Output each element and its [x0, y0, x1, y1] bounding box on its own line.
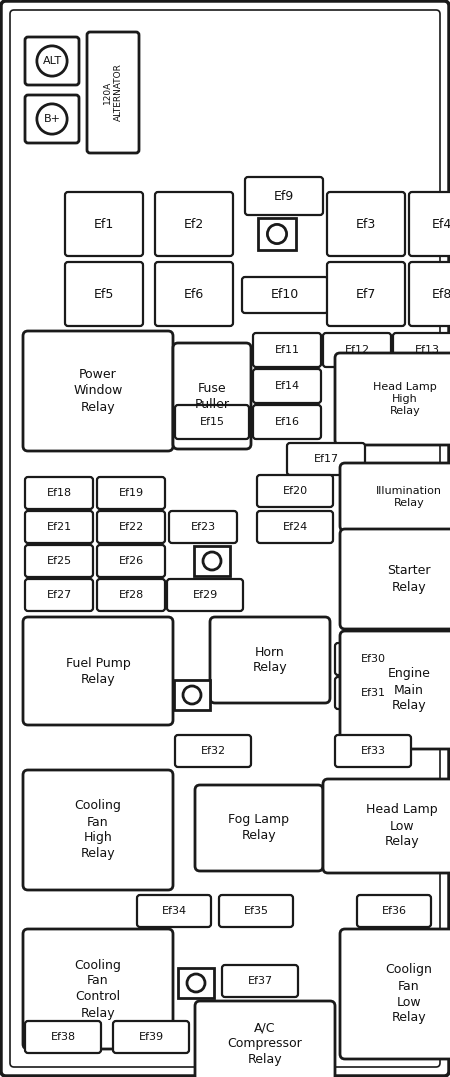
- FancyBboxPatch shape: [340, 631, 450, 749]
- FancyBboxPatch shape: [175, 405, 249, 439]
- FancyBboxPatch shape: [25, 477, 93, 509]
- Text: Coolign
Fan
Low
Relay: Coolign Fan Low Relay: [386, 964, 432, 1024]
- Text: Ef23: Ef23: [190, 522, 216, 532]
- FancyBboxPatch shape: [253, 333, 321, 367]
- Text: Ef6: Ef6: [184, 288, 204, 300]
- Text: Horn
Relay: Horn Relay: [253, 645, 287, 674]
- Text: Cooling
Fan
Control
Relay: Cooling Fan Control Relay: [75, 959, 122, 1020]
- Text: Ef35: Ef35: [243, 906, 269, 917]
- FancyBboxPatch shape: [25, 1021, 101, 1053]
- Text: Ef16: Ef16: [274, 417, 300, 426]
- FancyBboxPatch shape: [169, 510, 237, 543]
- FancyBboxPatch shape: [258, 218, 296, 250]
- FancyBboxPatch shape: [23, 770, 173, 890]
- FancyBboxPatch shape: [340, 529, 450, 629]
- Text: Ef25: Ef25: [46, 556, 72, 567]
- FancyBboxPatch shape: [194, 546, 230, 576]
- Circle shape: [183, 686, 201, 704]
- Circle shape: [187, 974, 205, 992]
- FancyBboxPatch shape: [65, 262, 143, 326]
- FancyBboxPatch shape: [195, 785, 323, 871]
- FancyBboxPatch shape: [219, 895, 293, 927]
- Text: Head Lamp
Low
Relay: Head Lamp Low Relay: [366, 803, 438, 849]
- Text: Ef18: Ef18: [46, 488, 72, 498]
- FancyBboxPatch shape: [65, 192, 143, 256]
- Text: Ef13: Ef13: [414, 345, 440, 355]
- Text: Fog Lamp
Relay: Fog Lamp Relay: [229, 813, 289, 842]
- Text: Ef1: Ef1: [94, 218, 114, 230]
- Text: Ef5: Ef5: [94, 288, 114, 300]
- FancyBboxPatch shape: [253, 405, 321, 439]
- FancyBboxPatch shape: [393, 333, 450, 367]
- FancyBboxPatch shape: [23, 929, 173, 1049]
- Circle shape: [203, 553, 221, 570]
- Text: Ef17: Ef17: [314, 454, 338, 464]
- Text: Head Lamp
High
Relay: Head Lamp High Relay: [373, 381, 437, 417]
- FancyBboxPatch shape: [87, 32, 139, 153]
- Text: Ef34: Ef34: [162, 906, 187, 917]
- Text: Ef33: Ef33: [360, 746, 386, 756]
- Text: Power
Window
Relay: Power Window Relay: [73, 368, 123, 414]
- FancyBboxPatch shape: [327, 192, 405, 256]
- FancyBboxPatch shape: [173, 342, 251, 449]
- FancyBboxPatch shape: [23, 331, 173, 451]
- Circle shape: [37, 46, 67, 76]
- FancyBboxPatch shape: [25, 95, 79, 143]
- Text: Starter
Relay: Starter Relay: [387, 564, 431, 593]
- Text: Ef31: Ef31: [360, 688, 386, 698]
- Text: Ef24: Ef24: [283, 522, 308, 532]
- FancyBboxPatch shape: [155, 192, 233, 256]
- Text: Ef2: Ef2: [184, 218, 204, 230]
- FancyBboxPatch shape: [97, 477, 165, 509]
- Text: Ef20: Ef20: [283, 486, 307, 496]
- FancyBboxPatch shape: [175, 735, 251, 767]
- FancyBboxPatch shape: [25, 37, 79, 85]
- FancyBboxPatch shape: [174, 680, 210, 710]
- Text: Ef11: Ef11: [274, 345, 300, 355]
- Text: Ef3: Ef3: [356, 218, 376, 230]
- Text: Ef28: Ef28: [118, 590, 144, 600]
- FancyBboxPatch shape: [340, 929, 450, 1059]
- Text: Ef22: Ef22: [118, 522, 144, 532]
- Text: Ef14: Ef14: [274, 381, 300, 391]
- Text: Ef15: Ef15: [199, 417, 225, 426]
- Text: Engine
Main
Relay: Engine Main Relay: [387, 668, 431, 713]
- FancyBboxPatch shape: [287, 443, 365, 475]
- Text: Ef39: Ef39: [139, 1032, 163, 1043]
- Text: Ef37: Ef37: [248, 976, 273, 987]
- FancyBboxPatch shape: [210, 617, 330, 703]
- Text: Ef7: Ef7: [356, 288, 376, 300]
- Text: ALT: ALT: [42, 56, 62, 66]
- FancyBboxPatch shape: [25, 579, 93, 611]
- Text: A/C
Compressor
Relay: A/C Compressor Relay: [228, 1021, 302, 1066]
- FancyBboxPatch shape: [257, 475, 333, 507]
- Text: Ef9: Ef9: [274, 190, 294, 202]
- Text: Ef29: Ef29: [193, 590, 218, 600]
- Text: Ef12: Ef12: [344, 345, 369, 355]
- FancyBboxPatch shape: [155, 262, 233, 326]
- FancyBboxPatch shape: [257, 510, 333, 543]
- Text: Ef26: Ef26: [118, 556, 144, 567]
- FancyBboxPatch shape: [195, 1001, 335, 1077]
- FancyBboxPatch shape: [25, 545, 93, 577]
- FancyBboxPatch shape: [245, 177, 323, 215]
- FancyBboxPatch shape: [167, 579, 243, 611]
- FancyBboxPatch shape: [323, 779, 450, 873]
- Text: Ef10: Ef10: [271, 289, 299, 302]
- Circle shape: [37, 103, 67, 135]
- Text: Cooling
Fan
High
Relay: Cooling Fan High Relay: [75, 799, 122, 861]
- FancyBboxPatch shape: [253, 369, 321, 403]
- FancyBboxPatch shape: [178, 968, 214, 998]
- FancyBboxPatch shape: [409, 192, 450, 256]
- Text: Fuse
Puller: Fuse Puller: [194, 381, 230, 410]
- FancyBboxPatch shape: [222, 965, 298, 997]
- FancyBboxPatch shape: [97, 510, 165, 543]
- Text: Fuel Pump
Relay: Fuel Pump Relay: [66, 657, 130, 685]
- FancyBboxPatch shape: [97, 579, 165, 611]
- FancyBboxPatch shape: [335, 735, 411, 767]
- FancyBboxPatch shape: [113, 1021, 189, 1053]
- FancyBboxPatch shape: [409, 262, 450, 326]
- FancyBboxPatch shape: [97, 545, 165, 577]
- Text: Ef30: Ef30: [360, 654, 386, 665]
